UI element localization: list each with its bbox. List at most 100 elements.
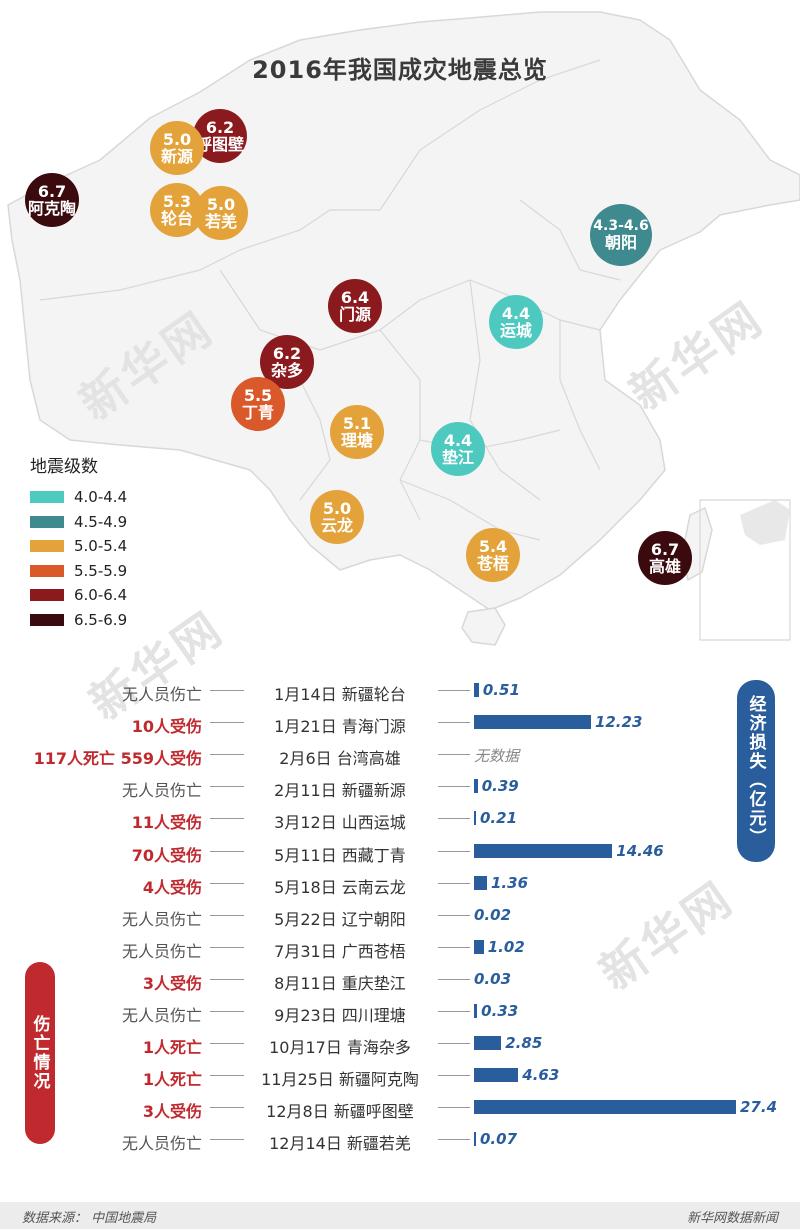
marker-place: 朝阳 (604, 232, 637, 252)
marker-place: 垫江 (441, 448, 474, 467)
table-row: 10人受伤 1月21日 青海门源 12.23 (0, 710, 800, 737)
connector-line (438, 882, 470, 884)
marker-place: 阿克陶 (27, 199, 76, 218)
casualty-text: 4人受伤 (142, 877, 202, 897)
casualty-text: 1人死亡 (142, 1070, 202, 1090)
marker-place: 新源 (160, 147, 193, 166)
marker-magnitude: 5.0 (162, 129, 192, 149)
legend-item: 5.5-5.9 (30, 559, 127, 584)
earthquake-marker: 5.3 轮台 (150, 183, 204, 237)
marker-place: 云龙 (320, 516, 353, 535)
province-border (469, 279, 541, 501)
loss-bar (474, 715, 591, 730)
marker-place: 轮台 (160, 209, 193, 228)
event-label: 3月12日 山西运城 (274, 813, 406, 833)
table-row: 4人受伤 5月18日 云南云龙 1.36 (0, 871, 800, 897)
earthquake-marker: 5.0 云龙 (310, 490, 364, 544)
china-outline (7, 11, 800, 611)
south-sea-island (740, 500, 790, 545)
loss-value: 0.03 (474, 969, 512, 988)
loss-bar (474, 811, 476, 826)
event-label: 12月8日 新疆呼图壁 (266, 1102, 414, 1122)
loss-bar (474, 843, 613, 858)
province-border (379, 59, 601, 211)
event-label: 2月11日 新疆新源 (274, 781, 406, 801)
marker-magnitude: 6.4 (340, 287, 370, 307)
marker-magnitude: 5.1 (342, 413, 372, 433)
table-row: 117人死亡 559人受伤 2月6日 台湾高雄 无数据 (0, 742, 800, 769)
legend-item: 4.5-4.9 (30, 510, 127, 535)
loss-value: 27.4 (740, 1098, 778, 1117)
loss-value: 1.36 (491, 873, 529, 892)
connector-line (438, 690, 470, 691)
loss-bar (474, 1004, 478, 1018)
loss-value: 12.23 (594, 713, 643, 732)
connector-line (438, 1075, 470, 1077)
casualty-text: 10人受伤 (131, 717, 202, 737)
table-row: 3人受伤 12月8日 新疆呼图壁 27.4 (0, 1095, 800, 1122)
loss-bar (474, 939, 484, 954)
legend-swatch (30, 589, 64, 602)
province-border (559, 320, 601, 471)
connector-line (438, 946, 470, 948)
legend-label: 5.0-5.4 (74, 537, 128, 556)
table-row: 无人员伤亡 12月14日 新疆若羌 0.07 (0, 1127, 800, 1153)
loss-bar (474, 1132, 476, 1147)
loss-value: 2.85 (505, 1034, 543, 1053)
event-label: 5月11日 西藏丁青 (274, 845, 406, 865)
loss-value: 0.02 (474, 905, 512, 924)
economic-loss-label: 经济损失（亿元） (737, 680, 775, 862)
legend-label: 4.0-4.4 (74, 488, 128, 507)
loss-value: 1.02 (487, 937, 525, 956)
marker-place: 运城 (499, 321, 532, 340)
casualty-text: 1人死亡 (142, 1038, 202, 1058)
casualty-text: 3人受伤 (142, 973, 202, 993)
province-border (299, 379, 331, 501)
table-row: 无人员伤亡 9月23日 四川理塘 0.33 (0, 999, 800, 1025)
casualty-text: 11人受伤 (131, 813, 202, 833)
table-row: 无人员伤亡 5月22日 辽宁朝阳 0.02 (0, 903, 800, 929)
loss-bar (474, 875, 487, 890)
marker-magnitude: 5.5 (243, 385, 273, 405)
connector-line (210, 1075, 244, 1077)
connector-line (438, 722, 470, 724)
event-label: 9月23日 四川理塘 (274, 1006, 406, 1025)
table-row: 无人员伤亡 2月11日 新疆新源 0.39 (0, 774, 800, 801)
loss-value: 无数据 (474, 747, 520, 766)
connector-line (210, 1139, 244, 1141)
connector-line (438, 914, 470, 916)
earthquake-marker: 4.4 运城 (489, 295, 543, 349)
connector-line (210, 786, 244, 788)
casualty-text: 117人死亡 559人受伤 (33, 749, 202, 769)
legend-label: 4.5-4.9 (74, 512, 128, 531)
legend-label: 5.5-5.9 (74, 561, 128, 580)
legend-title: 地震级数 (30, 457, 98, 477)
connector-line (210, 850, 244, 852)
legend-item: 6.5-6.9 (30, 608, 127, 633)
connector-line (438, 754, 470, 756)
marker-place: 苍梧 (476, 554, 509, 573)
earthquake-marker: 5.5 丁青 (231, 377, 285, 431)
marker-place: 若羌 (204, 212, 237, 231)
marker-magnitude: 6.7 (37, 181, 67, 201)
connector-line (210, 1107, 244, 1109)
table-row: 1人死亡 10月17日 青海杂多 2.85 (0, 1031, 800, 1058)
casualty-label: 伤亡情况 (25, 962, 55, 1144)
casualty-text: 无人员伤亡 (121, 1006, 202, 1025)
marker-magnitude: 5.0 (206, 194, 236, 214)
casualty-text: 无人员伤亡 (121, 685, 202, 704)
loss-value: 0.39 (481, 777, 519, 796)
marker-magnitude: 5.3 (162, 191, 192, 211)
brand-credit: 新华网数据新闻 (686, 1211, 778, 1226)
event-label: 7月31日 广西苍梧 (274, 941, 406, 961)
marker-magnitude: 4.4 (443, 430, 473, 450)
connector-line (210, 1011, 244, 1012)
table-row: 无人员伤亡 7月31日 广西苍梧 1.02 (0, 935, 800, 961)
connector-line (438, 978, 470, 980)
event-label: 1月14日 新疆轮台 (274, 685, 406, 704)
event-label: 2月6日 台湾高雄 (279, 749, 401, 769)
event-label: 5月22日 辽宁朝阳 (274, 909, 406, 929)
connector-line (438, 1043, 470, 1045)
table-row: 11人受伤 3月12日 山西运城 0.21 (0, 806, 800, 833)
event-label: 1月21日 青海门源 (274, 717, 406, 737)
